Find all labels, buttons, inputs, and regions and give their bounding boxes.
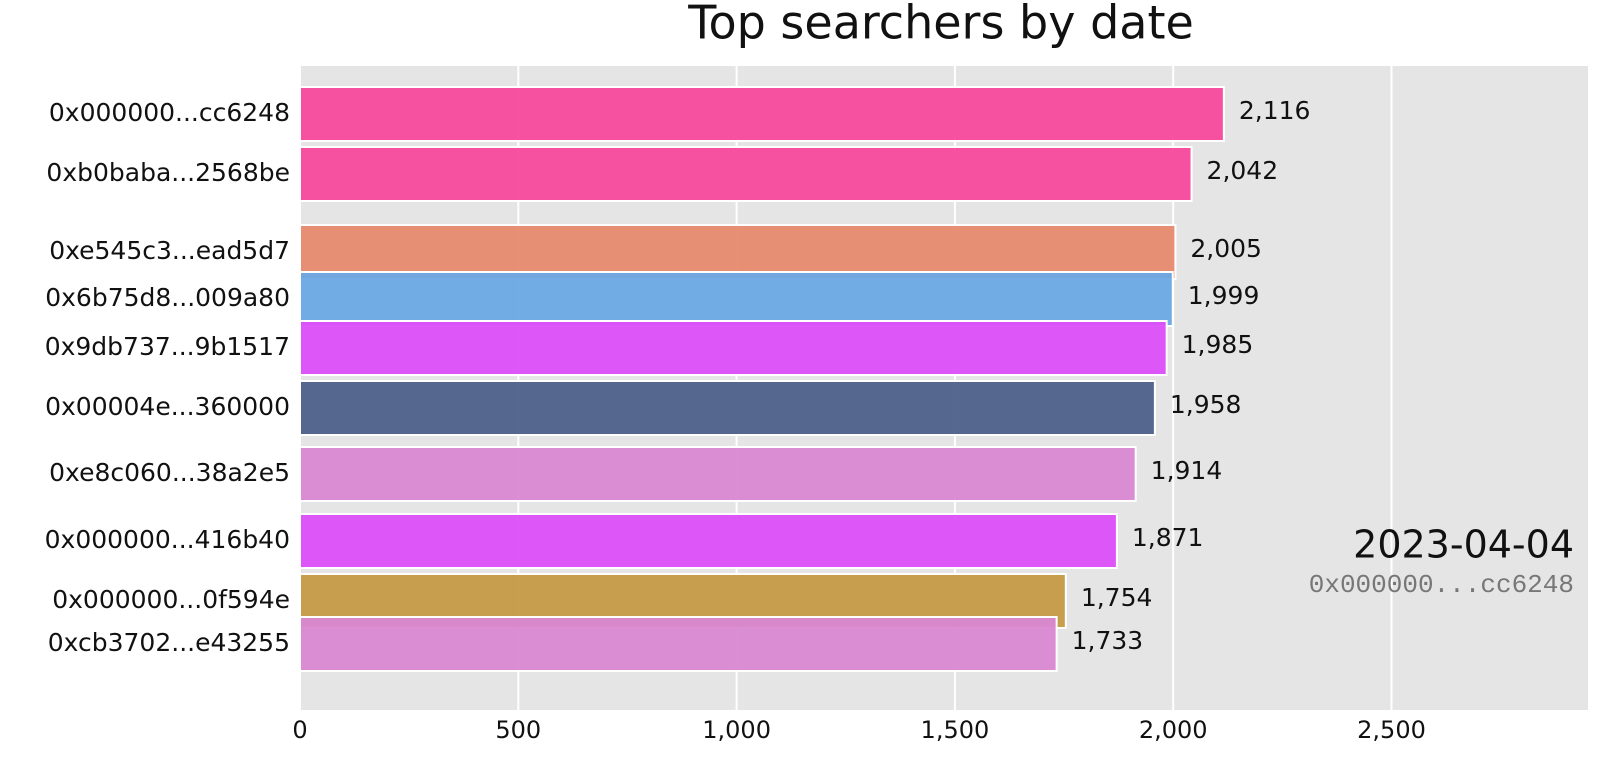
bar [299,224,1177,280]
bar [299,446,1137,502]
category-label: 0x6b75d8...009a80 [45,283,290,312]
x-tick-label: 1,500 [921,716,990,744]
category-label: 0x000000...cc6248 [49,98,290,127]
bar [299,86,1225,142]
leader-annotation: 0x000000...cc6248 [1309,570,1574,600]
value-label: 1,985 [1182,330,1254,359]
bar [299,146,1193,202]
category-label: 0x00004e...360000 [45,392,290,421]
chart-title: Top searchers by date [687,0,1194,50]
category-label: 0x9db737...9b1517 [45,332,290,361]
category-label: 0x000000...416b40 [45,525,290,554]
bar [299,513,1118,569]
category-label: 0x000000...0f594e [52,585,290,614]
value-label: 1,999 [1188,281,1260,310]
value-label: 2,042 [1207,156,1279,185]
bar [299,380,1156,436]
bar [299,271,1174,327]
bar [299,320,1168,376]
x-tick-label: 0 [292,716,307,744]
category-label: 0xe8c060...38a2e5 [49,458,290,487]
value-label: 1,871 [1132,523,1204,552]
x-tick-label: 2,500 [1357,716,1426,744]
category-label: 0xcb3702...e43255 [48,628,290,657]
x-tick-label: 1,000 [702,716,771,744]
value-label: 1,733 [1072,626,1144,655]
category-label: 0xb0baba...2568be [46,158,290,187]
date-annotation: 2023-04-04 [1353,523,1574,567]
value-label: 1,914 [1151,456,1223,485]
bar [299,616,1058,672]
category-label: 0xe545c3...ead5d7 [49,236,290,265]
value-label: 2,116 [1239,96,1311,125]
value-label: 1,754 [1081,583,1153,612]
x-tick-label: 500 [495,716,541,744]
x-tick-label: 2,000 [1139,716,1208,744]
value-label: 2,005 [1190,234,1262,263]
value-label: 1,958 [1170,390,1242,419]
